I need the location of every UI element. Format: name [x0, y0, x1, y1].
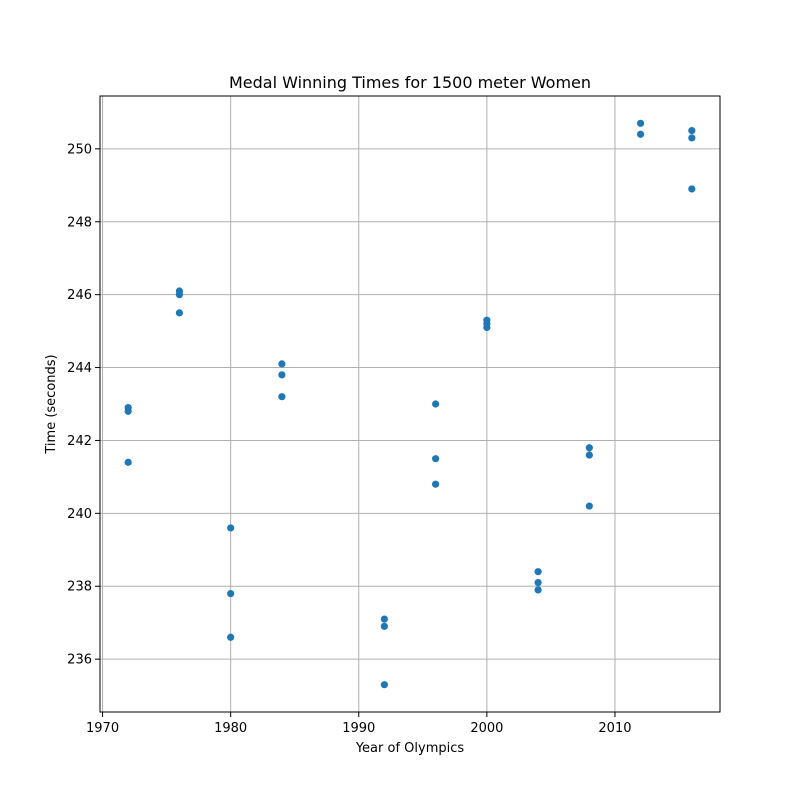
chart-title: Medal Winning Times for 1500 meter Women: [229, 73, 591, 92]
y-tick-label: 250: [67, 142, 92, 157]
data-point: [432, 400, 440, 408]
x-tick-label: 1970: [86, 721, 119, 736]
plot-frame: [99, 95, 721, 713]
data-point: [432, 480, 440, 488]
grid: [100, 96, 720, 712]
x-tick-label: 1990: [342, 721, 375, 736]
data-point: [585, 502, 593, 510]
data-point: [380, 615, 388, 623]
x-axis-label: Year of Olympics: [355, 741, 465, 756]
data-point: [380, 622, 388, 630]
data-point: [585, 444, 593, 452]
x-tick-label: 2010: [598, 721, 631, 736]
y-tick-label: 246: [67, 288, 92, 303]
y-tick-label: 242: [67, 434, 92, 449]
axis-ticks: 1970 1980 1990 2000 2010 236 238 240 242 244 246 24…: [67, 142, 631, 736]
data-point: [227, 589, 235, 598]
data-point: [227, 524, 235, 532]
x-tick-label: 1980: [214, 721, 247, 736]
data-point: [175, 309, 184, 317]
data-point: [534, 579, 542, 587]
y-tick-label: 240: [67, 507, 92, 522]
y-tick-label: 248: [67, 215, 92, 230]
data-point: [227, 633, 235, 641]
plot-area: [100, 96, 720, 712]
data-point: [380, 681, 388, 689]
data-point: [483, 323, 491, 332]
data-point: [124, 458, 132, 466]
data-point: [688, 134, 696, 142]
y-tick-label: 238: [67, 580, 92, 595]
data-points: [124, 119, 696, 689]
y-tick-label: 236: [67, 653, 92, 668]
data-point: [124, 407, 132, 415]
y-tick-label: 244: [67, 361, 92, 376]
data-point: [432, 455, 440, 463]
data-point: [534, 586, 542, 594]
data-point: [534, 568, 542, 576]
data-point: [636, 130, 645, 138]
data-point: [278, 360, 286, 368]
data-point: [585, 451, 593, 459]
x-tick-label: 2000: [470, 721, 503, 736]
data-point: [636, 119, 645, 127]
data-point: [278, 371, 286, 379]
data-point: [688, 185, 696, 193]
data-point: [688, 127, 696, 135]
y-axis-label: Time (seconds): [44, 354, 59, 454]
data-point: [278, 393, 286, 401]
data-point: [175, 291, 184, 299]
